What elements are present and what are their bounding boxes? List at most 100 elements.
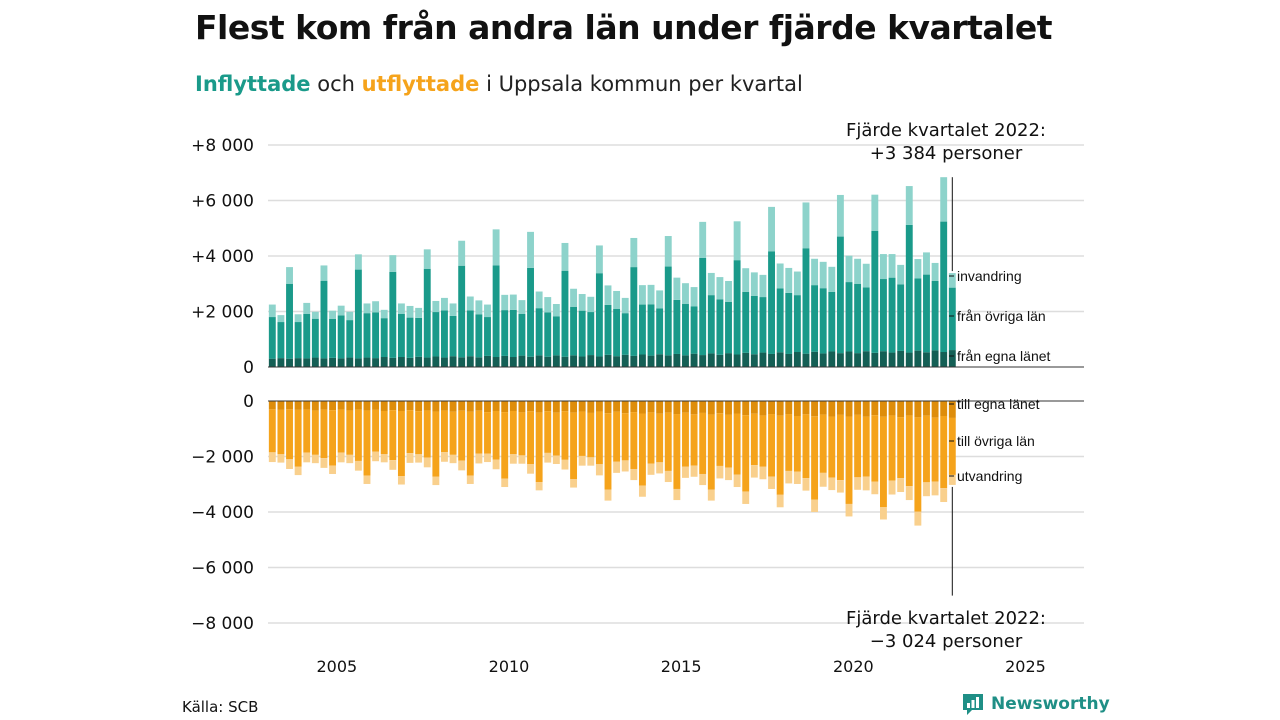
- bar-out-segment: [673, 414, 681, 489]
- bar-in-segment: [518, 355, 526, 367]
- bar-in-segment: [544, 297, 552, 313]
- bar-in-segment: [268, 358, 276, 367]
- bar-in-segment: [862, 263, 870, 288]
- bar-in-segment: [475, 314, 483, 358]
- bar-in-segment: [707, 272, 715, 296]
- bar-out-segment: [750, 465, 758, 478]
- bar-out-segment: [518, 401, 526, 413]
- bar-out-segment: [931, 481, 939, 496]
- bar-in-segment: [535, 308, 543, 356]
- bar-out-segment: [862, 476, 870, 491]
- subtitle-rest: i Uppsala kommun per kvartal: [479, 72, 803, 96]
- bar-in-segment: [363, 313, 371, 358]
- bar-out-segment: [354, 409, 362, 461]
- bar-in-segment: [819, 261, 827, 289]
- bar-out-segment: [544, 452, 552, 463]
- bar-out-segment: [397, 401, 405, 411]
- bar-out-segment: [759, 401, 767, 416]
- bar-in-segment: [449, 315, 457, 357]
- bar-in-segment: [329, 310, 336, 319]
- bar-in-segment: [923, 274, 930, 353]
- bar-in-segment: [389, 271, 397, 358]
- bar-in-segment: [492, 229, 500, 266]
- bar-out-segment: [475, 453, 483, 464]
- bar-in-segment: [432, 300, 440, 313]
- bar-in-segment: [518, 314, 526, 356]
- bar-out-segment: [277, 409, 285, 455]
- bar-out-segment: [923, 401, 930, 416]
- bar-out-segment: [690, 414, 698, 466]
- bar-in-segment: [311, 357, 319, 367]
- bar-out-segment: [475, 410, 483, 454]
- bar-in-segment: [854, 258, 862, 284]
- bar-in-segment: [940, 352, 948, 367]
- bar-out-segment: [750, 401, 758, 414]
- bar-in-segment: [819, 288, 827, 354]
- bar-in-segment: [492, 357, 500, 367]
- bar-in-segment: [811, 351, 819, 367]
- bar-in-segment: [311, 311, 319, 319]
- bar-in-segment: [656, 290, 664, 309]
- bar-in-segment: [397, 314, 405, 358]
- bar-in-segment: [320, 265, 328, 281]
- bar-out-segment: [630, 401, 638, 413]
- bar-in-segment: [948, 287, 956, 351]
- bar-out-segment: [914, 417, 922, 512]
- bar-out-segment: [621, 460, 629, 472]
- bar-in-segment: [802, 353, 810, 367]
- bar-out-segment: [793, 415, 801, 472]
- bar-out-segment: [372, 401, 380, 410]
- bar-out-segment: [363, 475, 371, 484]
- bar-in-segment: [423, 249, 431, 269]
- bar-out-segment: [828, 477, 836, 491]
- bar-out-segment: [432, 411, 440, 477]
- bar-out-segment: [785, 470, 793, 484]
- bar-in-segment: [716, 354, 724, 367]
- bar-out-segment: [415, 411, 423, 455]
- bar-in-segment: [759, 274, 767, 298]
- bar-in-segment: [621, 313, 629, 355]
- bar-out-segment: [725, 467, 732, 481]
- bar-in-segment: [811, 285, 819, 352]
- bar-out-segment: [466, 401, 474, 412]
- bar-in-segment: [854, 283, 862, 354]
- bar-in-segment: [785, 292, 793, 354]
- newsworthy-logo-text: Newsworthy: [991, 694, 1110, 714]
- bar-in-segment: [441, 310, 448, 358]
- bar-in-segment: [527, 267, 534, 357]
- bar-in-segment: [793, 352, 801, 367]
- bar-out-segment: [888, 480, 896, 495]
- bar-in-segment: [552, 304, 560, 317]
- bar-out-segment: [475, 401, 483, 411]
- bar-in-segment: [613, 309, 621, 357]
- legend-label-out: utvandring: [957, 468, 1022, 484]
- bar-in-segment: [630, 355, 638, 367]
- bar-out-segment: [346, 401, 354, 411]
- bar-in-segment: [303, 314, 311, 359]
- bar-out-segment: [638, 413, 646, 486]
- bar-in-segment: [501, 310, 509, 356]
- bar-out-segment: [320, 401, 328, 410]
- bar-out-segment: [897, 417, 905, 479]
- bar-out-segment: [380, 401, 388, 411]
- bar-in-segment: [647, 355, 655, 367]
- bar-in-segment: [552, 355, 560, 367]
- annotation-upper-line1: Fjärde kvartalet 2022:: [846, 120, 1046, 141]
- bar-out-segment: [811, 499, 819, 512]
- bar-in-segment: [854, 353, 862, 368]
- bar-out-segment: [518, 412, 526, 456]
- bar-out-segment: [673, 401, 681, 415]
- bar-out-segment: [587, 457, 595, 466]
- bar-in-segment: [294, 358, 302, 367]
- bar-in-segment: [613, 290, 621, 310]
- bar-out-segment: [836, 401, 844, 415]
- bar-out-segment: [742, 401, 750, 416]
- bar-in-segment: [690, 353, 698, 367]
- bar-out-segment: [914, 401, 922, 418]
- bar-out-segment: [811, 401, 819, 417]
- bar-in-segment: [905, 186, 913, 225]
- bar-in-segment: [948, 350, 956, 367]
- bar-in-segment: [656, 354, 664, 367]
- bar-in-segment: [931, 350, 939, 367]
- bar-out-segment: [423, 410, 431, 458]
